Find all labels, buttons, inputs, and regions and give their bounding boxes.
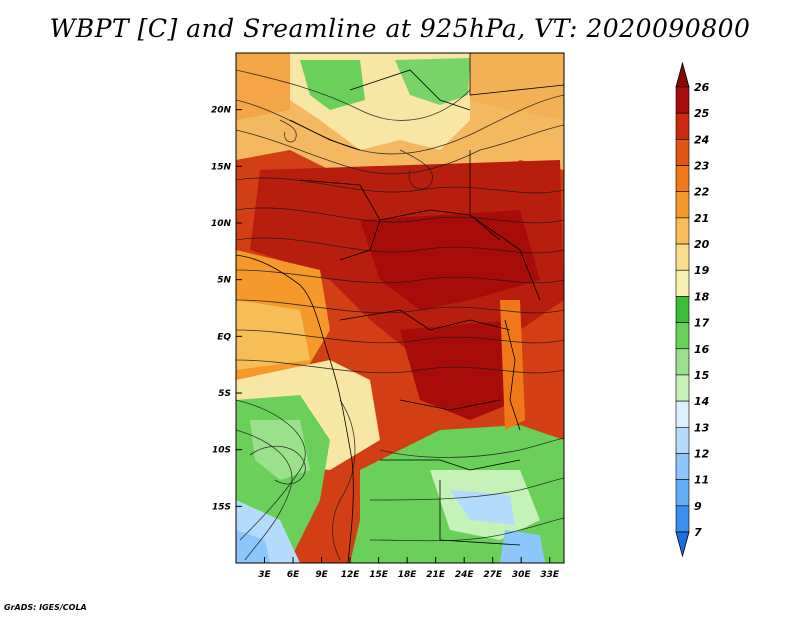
colorbar-label: 17 <box>694 317 710 330</box>
x-tick-label: 18E <box>398 570 418 580</box>
x-tick-label: 21E <box>426 570 446 580</box>
colorbar-top-arrow <box>675 61 690 88</box>
colorbar: 26 25 24 23 22 21 20 19 18 17 16 15 14 13 12 11 9 7 <box>675 61 710 558</box>
x-tick-label: 27E <box>483 570 503 580</box>
colorbar-label: 24 <box>694 133 709 146</box>
colorbar-segment <box>675 374 690 402</box>
y-tick-label: 10N <box>211 219 232 229</box>
colorbar-segment <box>675 243 690 271</box>
colorbar-label: 23 <box>694 160 710 173</box>
colorbar-segment <box>675 400 690 428</box>
map-plot-area <box>236 53 564 563</box>
colorbar-segment <box>675 426 690 454</box>
x-tick-label: 30E <box>512 570 532 580</box>
colorbar-segment <box>675 505 690 533</box>
y-tick-label: 5S <box>218 389 231 399</box>
colorbar-segment <box>675 269 690 297</box>
x-tick-label: 6E <box>287 570 300 580</box>
y-tick-label: 5N <box>217 276 231 286</box>
colorbar-segment <box>675 296 690 323</box>
colorbar-label: 20 <box>694 238 710 251</box>
grads-credit: GrADS: IGES/COLA <box>4 603 87 612</box>
colorbar-label: 25 <box>694 107 710 120</box>
colorbar-label: 12 <box>694 447 710 460</box>
y-tick-label: 10S <box>212 446 231 456</box>
x-tick-label: 15E <box>369 570 389 580</box>
x-tick-label: 3E <box>258 570 271 580</box>
y-tick-label: 15S <box>212 502 231 512</box>
colorbar-label: 7 <box>694 526 702 539</box>
colorbar-segment <box>675 139 690 166</box>
colorbar-segment <box>675 453 690 480</box>
colorbar-segment <box>675 217 690 245</box>
colorbar-label: 21 <box>694 212 709 225</box>
colorbar-segment <box>675 86 690 114</box>
colorbar-bottom-arrow <box>675 531 690 558</box>
colorbar-label: 22 <box>694 186 710 199</box>
colorbar-label: 16 <box>694 343 710 356</box>
chart-title: WBPT [C] and Sreamline at 925hPa, VT: 20… <box>49 14 751 43</box>
colorbar-segment <box>675 165 690 193</box>
x-tick-label: 12E <box>341 570 361 580</box>
colorbar-label: 13 <box>694 421 710 434</box>
x-tick-label: 24E <box>455 570 475 580</box>
colorbar-label: 15 <box>694 369 710 382</box>
colorbar-segment <box>675 112 690 140</box>
colorbar-segment <box>675 191 690 219</box>
y-tick-label: 20N <box>211 106 232 116</box>
colorbar-segment <box>675 479 690 507</box>
colorbar-label: 14 <box>694 395 709 408</box>
y-axis: 20N 15N 10N 5N EQ 5S 10S 15S <box>211 106 242 512</box>
x-tick-label: 33E <box>540 570 560 580</box>
colorbar-segment <box>675 322 690 350</box>
x-tick-label: 9E <box>315 570 328 580</box>
y-tick-label: 15N <box>211 162 232 172</box>
colorbar-label: 26 <box>694 81 710 94</box>
colorbar-label: 18 <box>694 290 710 303</box>
colorbar-label: 19 <box>694 264 710 277</box>
colorbar-label: 11 <box>694 474 709 487</box>
y-tick-label: EQ <box>217 332 231 342</box>
plot-frame <box>235 52 565 564</box>
colorbar-segment <box>675 348 690 376</box>
colorbar-label: 9 <box>694 500 702 513</box>
x-axis: 3E 6E 9E 12E 15E 18E 21E 24E 27E 30E 33E <box>258 557 560 580</box>
